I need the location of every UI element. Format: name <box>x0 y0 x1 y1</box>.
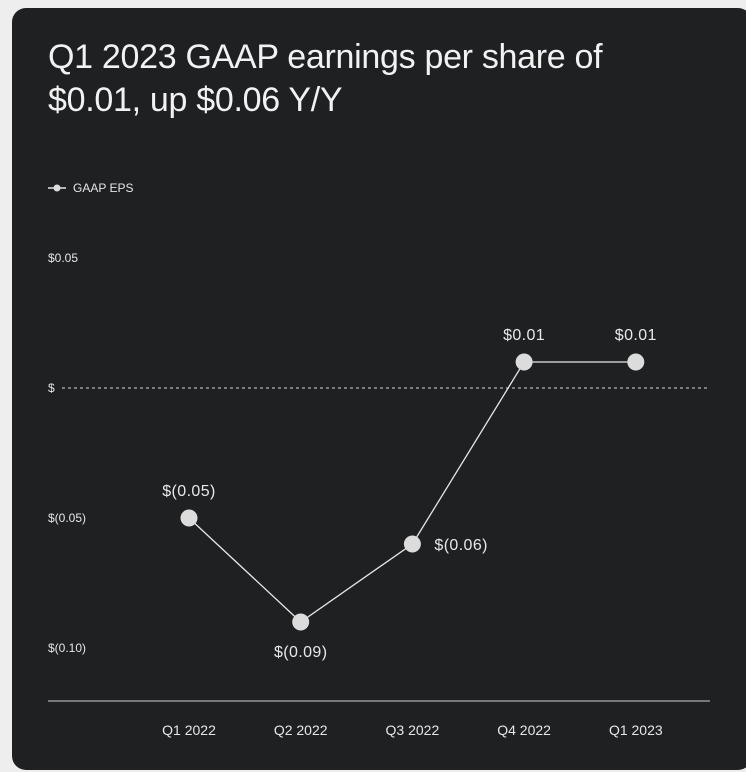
data-point <box>180 509 198 527</box>
x-tick-label: Q4 2022 <box>497 722 551 738</box>
x-tick-label: Q3 2022 <box>386 722 440 738</box>
y-tick-label: $(0.10) <box>48 641 86 655</box>
y-tick-label: $(0.05) <box>48 511 86 525</box>
data-point <box>403 535 421 553</box>
y-axis: $0.05 $ $(0.05) $(0.10) <box>48 251 710 655</box>
data-label: $(0.09) <box>274 644 328 661</box>
legend-label-gaap-eps: GAAP EPS <box>73 181 133 195</box>
data-point <box>515 353 533 371</box>
data-label: $0.01 <box>615 327 657 344</box>
data-point <box>292 613 310 631</box>
series-line <box>188 361 636 623</box>
data-label: $0.01 <box>503 327 545 344</box>
legend: GAAP EPS <box>48 181 133 195</box>
x-axis: Q1 2022 Q2 2022 Q3 2022 Q4 2022 Q1 2023 <box>48 700 710 738</box>
legend-marker <box>53 184 61 192</box>
x-tick-label: Q2 2022 <box>274 722 328 738</box>
y-tick-label: $ <box>48 381 55 395</box>
y-tick-label: $0.05 <box>48 251 78 265</box>
data-point <box>627 353 645 371</box>
chart-title: Q1 2023 GAAP earnings per share of $0.01… <box>48 38 603 119</box>
data-label: $(0.06) <box>434 537 488 554</box>
chart-card <box>12 8 746 770</box>
x-tick-label: Q1 2022 <box>162 722 216 738</box>
x-tick-label: Q1 2023 <box>609 722 663 738</box>
series-gaap-eps: $(0.05) $(0.09) $(0.06) $0.01 $0.01 <box>162 327 657 661</box>
data-label: $(0.05) <box>162 483 216 500</box>
